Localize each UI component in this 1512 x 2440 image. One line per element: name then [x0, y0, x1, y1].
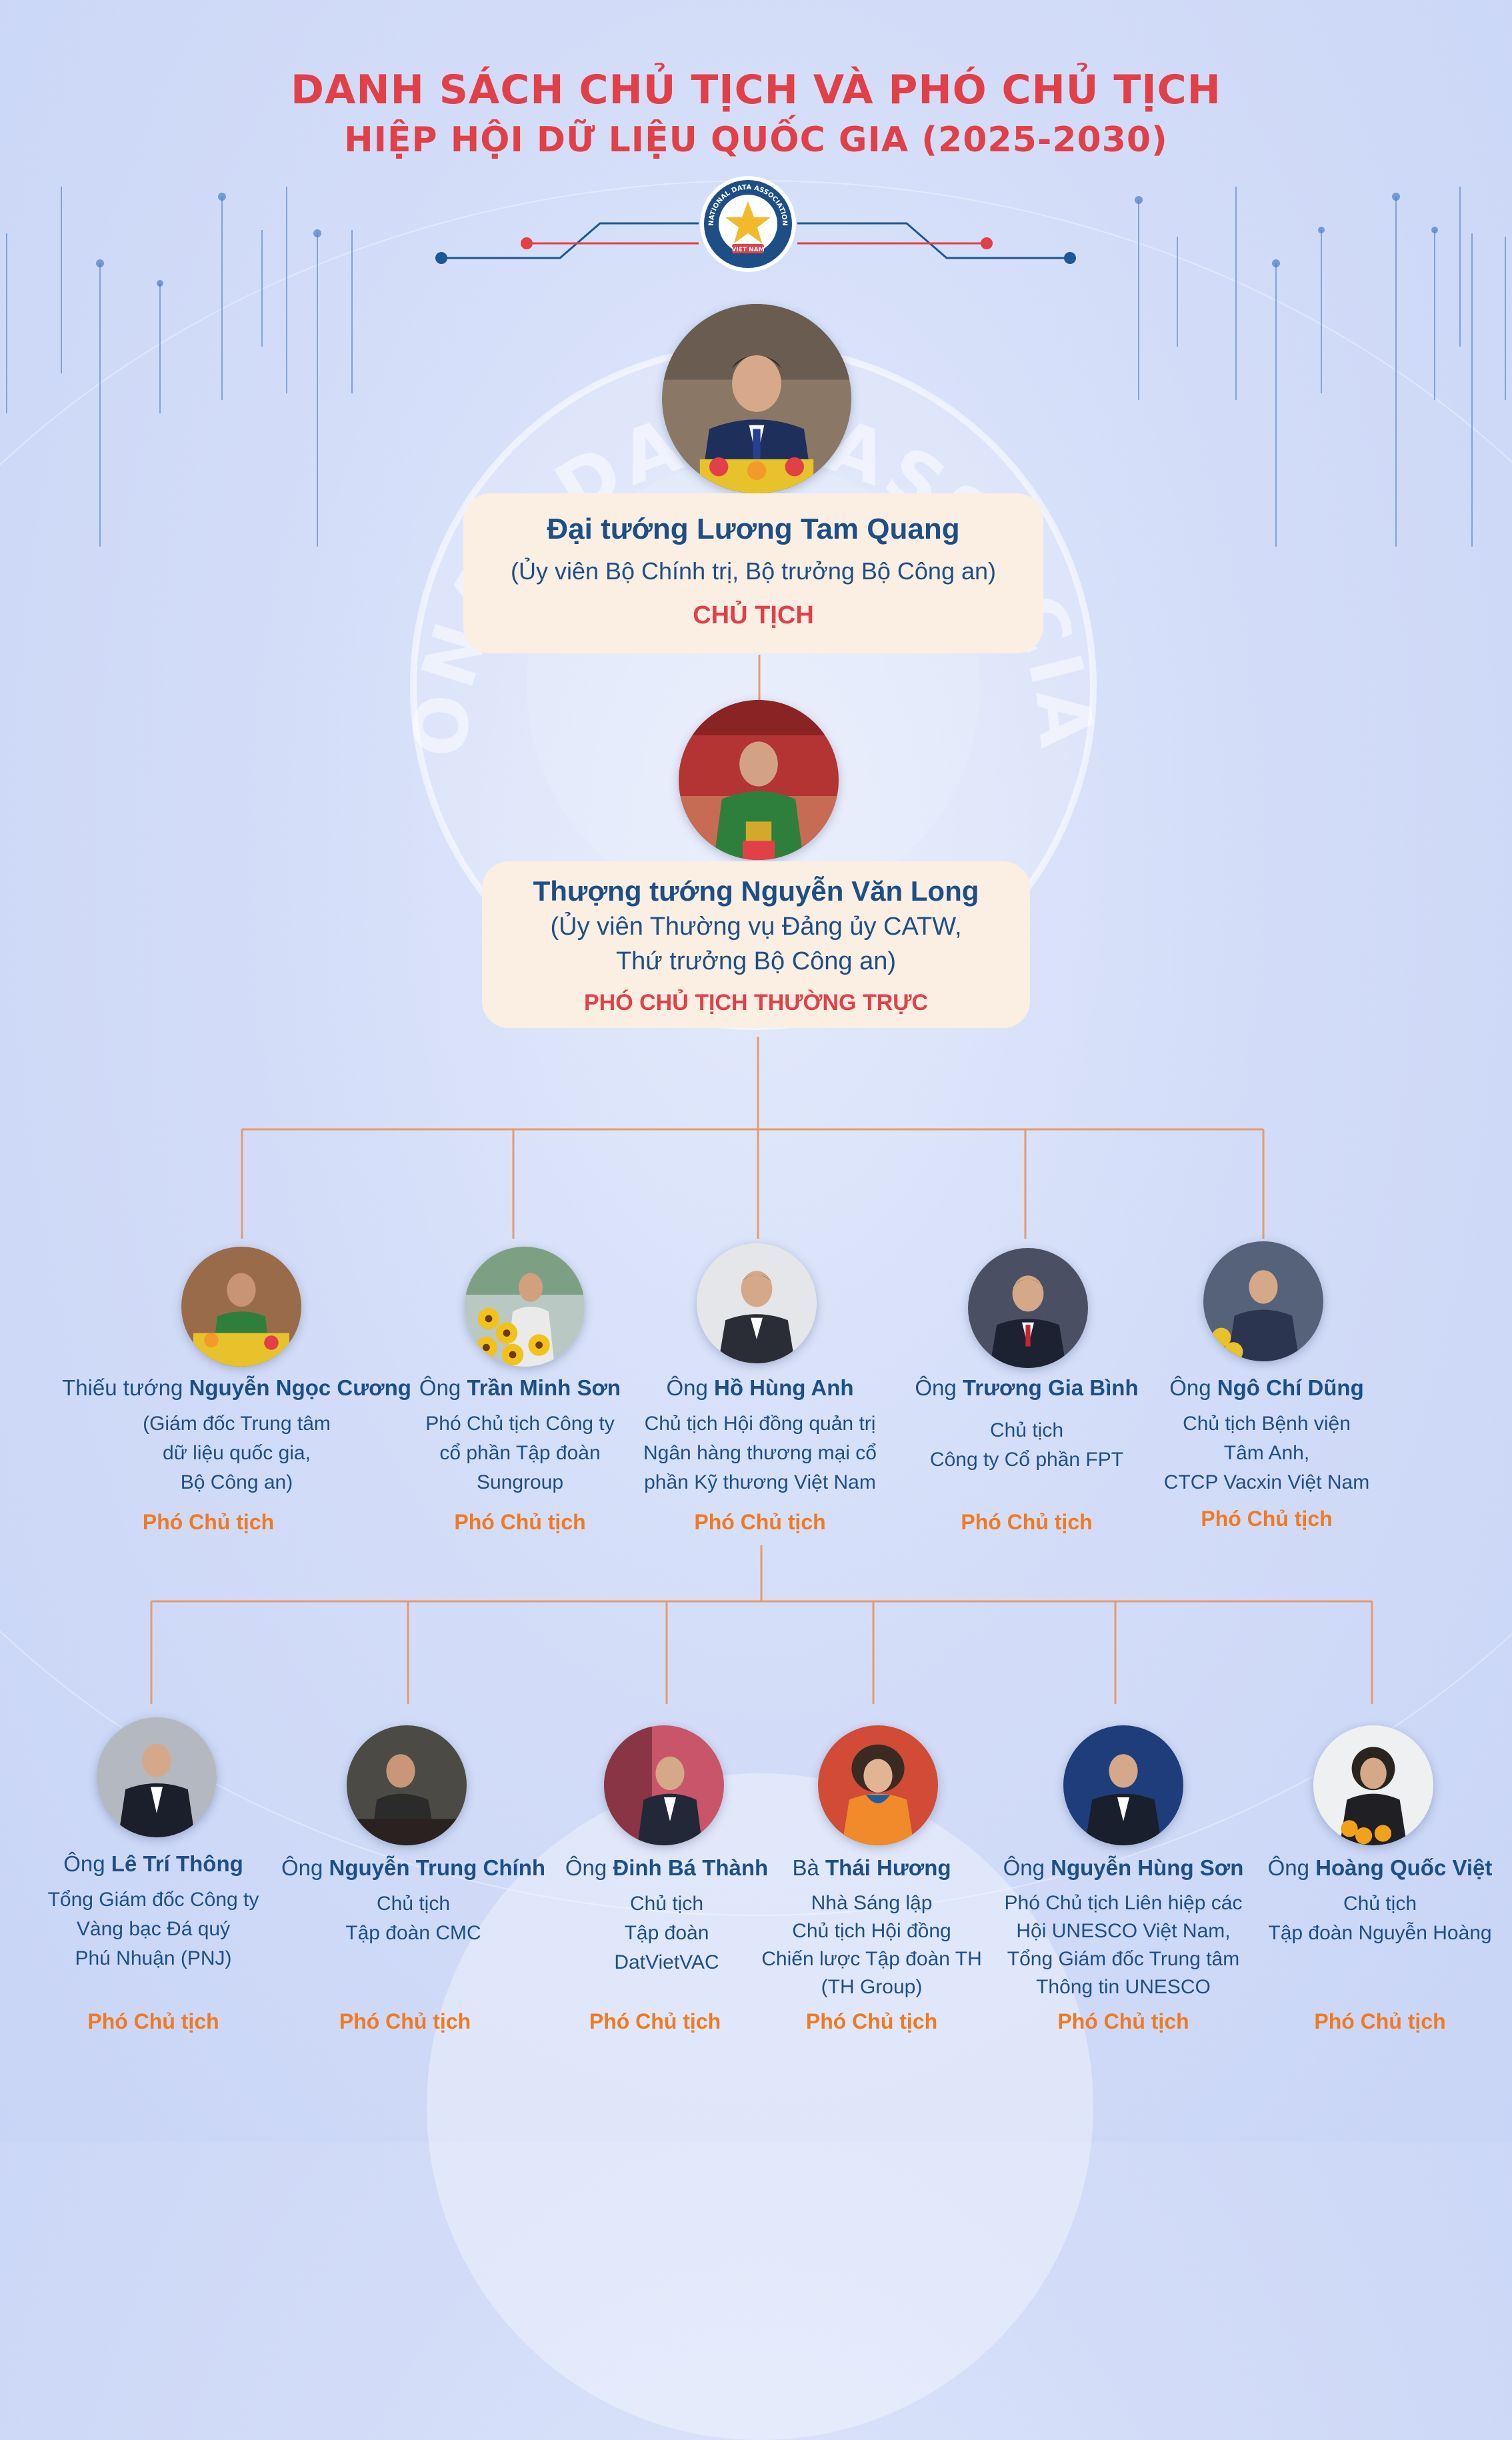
vice-photo-hoang-quoc-viet — [1313, 1725, 1433, 1845]
vice-card-nguyen-ngoc-cuong: Thiếu tướng Nguyễn Ngọc Cương (Giám đốc … — [27, 1373, 447, 1547]
standing-vice-desc-line1: (Ủy viên Thường vụ Đảng ủy CATW, — [550, 913, 962, 941]
page-title: DANH SÁCH CHỦ TỊCH VÀ PHÓ CHỦ TỊCH — [291, 67, 1221, 113]
vice-card-tran-minh-son: Ông Trần Minh Sơn Phó Chủ tịch Công ty cổ… — [407, 1373, 633, 1547]
vice-name: Ông Hoàng Quốc Việt — [1267, 1855, 1493, 1880]
vice-name: Ông Ngô Chí Dũng — [1169, 1375, 1364, 1400]
vice-card-ngo-chi-dung: Ông Ngô Chí Dũng Chủ tịch Bệnh viện Tâm A… — [1147, 1373, 1387, 1547]
standing-vice-photo — [679, 700, 839, 860]
vice-role: Phó Chủ tịch — [454, 1510, 586, 1534]
vice-card-truong-gia-binh: Ông Trương Gia Bình Chủ tịch Công ty Cổ p… — [893, 1373, 1160, 1547]
vice-desc: Phó Chủ tịch Công ty cổ phần Tập đoàn Sung… — [425, 1413, 615, 1493]
vice-photo-nguyen-hung-son — [1063, 1725, 1183, 1845]
tech-lines-decoration — [6, 187, 1506, 547]
vice-role: Phó Chủ tịch — [694, 1510, 826, 1534]
standing-vice-card: Thượng tướng Nguyễn Văn Long (Ủy viên Th… — [482, 861, 1030, 1028]
vice-name: Ông Trương Gia Bình — [915, 1375, 1139, 1400]
page-subtitle: HIỆP HỘI DỮ LIỆU QUỐC GIA (2025-2030) — [344, 120, 1168, 160]
gold-star-icon — [725, 201, 771, 243]
standing-vice-desc-line2: Thứ trưởng Bộ Công an) — [615, 947, 897, 975]
vice-role: Phó Chủ tịch — [961, 1510, 1093, 1534]
association-logo: NATIONAL DATA ASSOCIATION VIET NAM — [699, 175, 797, 273]
vice-name: Ông Nguyễn Hùng Sơn — [1003, 1855, 1244, 1880]
vice-role: Phó Chủ tịch — [1314, 2009, 1446, 2033]
vice-name: Bà Thái Hương — [792, 1855, 951, 1880]
vice-photo-le-tri-thong — [97, 1717, 217, 1837]
vice-desc: Chủ tịch Hội đồng quản trị Ngân hàng thươ… — [643, 1413, 877, 1493]
vice-desc: Chủ tịch Bệnh viện Tâm Anh, CTCP Vacxin Vi… — [1163, 1413, 1370, 1493]
vice-photo-dinh-ba-thanh — [604, 1725, 724, 1845]
vice-desc: Nhà Sáng lập Chủ tịch Hội đồng Chiến lược … — [761, 1892, 982, 1998]
vice-desc: Phó Chủ tịch Liên hiệp các Hội UNESCO Việ… — [1004, 1892, 1243, 1998]
vice-desc: Chủ tịch Công ty Cổ phần FPT — [929, 1419, 1124, 1471]
vice-photo-ho-hung-anh — [697, 1243, 817, 1363]
vice-photo-tran-minh-son — [465, 1247, 585, 1367]
vice-card-ho-hung-anh: Ông Hồ Hùng Anh Chủ tịch Hội đồng quản t… — [627, 1373, 893, 1547]
vice-role: Phó Chủ tịch — [1057, 2009, 1189, 2033]
vice-name: Ông Lê Trí Thông — [63, 1851, 243, 1876]
vice-role: Phó Chủ tịch — [589, 2009, 721, 2033]
chairman-role: CHỦ TỊCH — [693, 601, 814, 629]
vice-name: Ông Trần Minh Sơn — [419, 1375, 621, 1400]
vice-name: Ông Đinh Bá Thành — [565, 1855, 769, 1880]
chairman-card: Đại tướng Lương Tam Quang (Ủy viên Bộ Ch… — [463, 493, 1043, 653]
org-chart-connectors — [150, 655, 1373, 1704]
vice-role: Phó Chủ tịch — [1201, 1507, 1333, 1531]
vice-role: Phó Chủ tịch — [805, 2009, 938, 2033]
vice-card-nguyen-trung-chinh: Ông Nguyễn Trung Chính Chủ tịch Tập đoàn … — [273, 1853, 553, 2053]
vice-photo-nguyen-trung-chinh — [347, 1725, 467, 1845]
vice-desc: Chủ tịch Tập đoàn CMC — [345, 1893, 481, 1944]
vice-role: Phó Chủ tịch — [339, 2009, 471, 2033]
vice-photo-ngo-chi-dung — [1203, 1241, 1323, 1361]
vice-role: Phó Chủ tịch — [142, 1510, 275, 1534]
vice-desc: (Giám đốc Trung tâm dữ liệu quốc gia, Bộ C… — [143, 1413, 331, 1493]
vice-card-dinh-ba-thanh: Ông Đinh Bá Thành Chủ tịch Tập đoàn DatVie… — [557, 1853, 777, 2053]
vice-name: Ông Nguyễn Trung Chính — [281, 1855, 546, 1880]
vice-card-thai-huong: Bà Thái Hương Nhà Sáng lập Chủ tịch Hội đ… — [750, 1853, 993, 2053]
vice-desc: Chủ tịch Tập đoàn DatVietVAC — [614, 1893, 719, 1973]
vice-role: Phó Chủ tịch — [87, 2009, 219, 2033]
vice-name: Ông Hồ Hùng Anh — [666, 1375, 854, 1400]
svg-text:VIET NAM: VIET NAM — [731, 247, 764, 253]
chairman-name: Đại tướng Lương Tam Quang — [547, 513, 960, 545]
vice-card-nguyen-hung-son: Ông Nguyễn Hùng Sơn Phó Chủ tịch Liên hi… — [993, 1853, 1253, 2053]
vice-photo-truong-gia-binh — [968, 1248, 1088, 1368]
standing-vice-name: Thượng tướng Nguyễn Văn Long — [533, 875, 979, 907]
vice-name: Thiếu tướng Nguyễn Ngọc Cương — [62, 1375, 411, 1400]
vice-photo-thai-huong — [818, 1725, 938, 1845]
vice-desc: Chủ tịch Tập đoàn Nguyễn Hoàng — [1268, 1893, 1492, 1944]
chairman-desc: (Ủy viên Bộ Chính trị, Bộ trưởng Bộ Công… — [510, 557, 997, 585]
vice-photo-nguyen-ngoc-cuong — [181, 1247, 301, 1367]
vice-card-hoang-quoc-viet: Ông Hoàng Quốc Việt Chủ tịch Tập đoàn Ngu… — [1253, 1853, 1507, 2053]
standing-vice-role: PHÓ CHỦ TỊCH THƯỜNG TRỰC — [583, 990, 929, 1015]
vice-card-le-tri-thong: Ông Lê Trí Thông Tổng Giám đốc Công ty Và… — [27, 1849, 280, 2049]
chairman-photo — [662, 304, 851, 493]
vice-desc: Tổng Giám đốc Công ty Vàng bạc Đá quý Phú … — [47, 1889, 259, 1969]
